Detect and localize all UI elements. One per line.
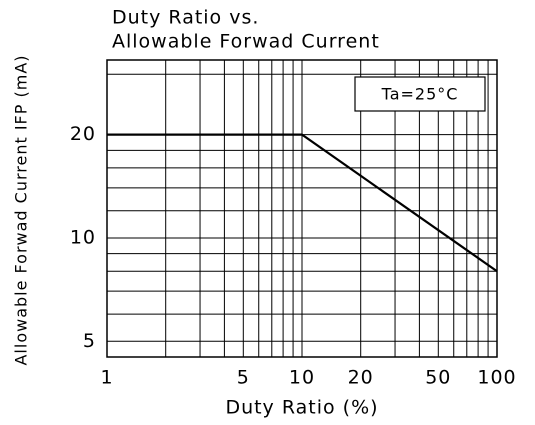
chart-title: Allowable Forwad Current xyxy=(112,31,380,53)
x-tick-label: 5 xyxy=(237,367,250,389)
plot-frame xyxy=(106,59,498,358)
y-tick-label: 10 xyxy=(70,226,96,248)
x-tick-label: 100 xyxy=(477,367,516,389)
x-axis-label: Duty Ratio (%) xyxy=(225,397,378,419)
x-tick-label: 1 xyxy=(100,367,113,389)
x-tick-label: 10 xyxy=(289,367,315,389)
x-tick-label: 20 xyxy=(348,367,374,389)
y-tick-label: 20 xyxy=(70,123,96,145)
annotation: Ta=25°C xyxy=(381,85,459,104)
y-tick-label: 5 xyxy=(83,330,96,352)
data-line xyxy=(107,133,498,273)
y-axis-label: Allowable Forwad Current IFP (mA) xyxy=(12,54,31,365)
annotation-box xyxy=(354,76,486,112)
x-tick-label: 50 xyxy=(425,367,451,389)
chart-title: Duty Ratio vs. xyxy=(112,7,259,29)
